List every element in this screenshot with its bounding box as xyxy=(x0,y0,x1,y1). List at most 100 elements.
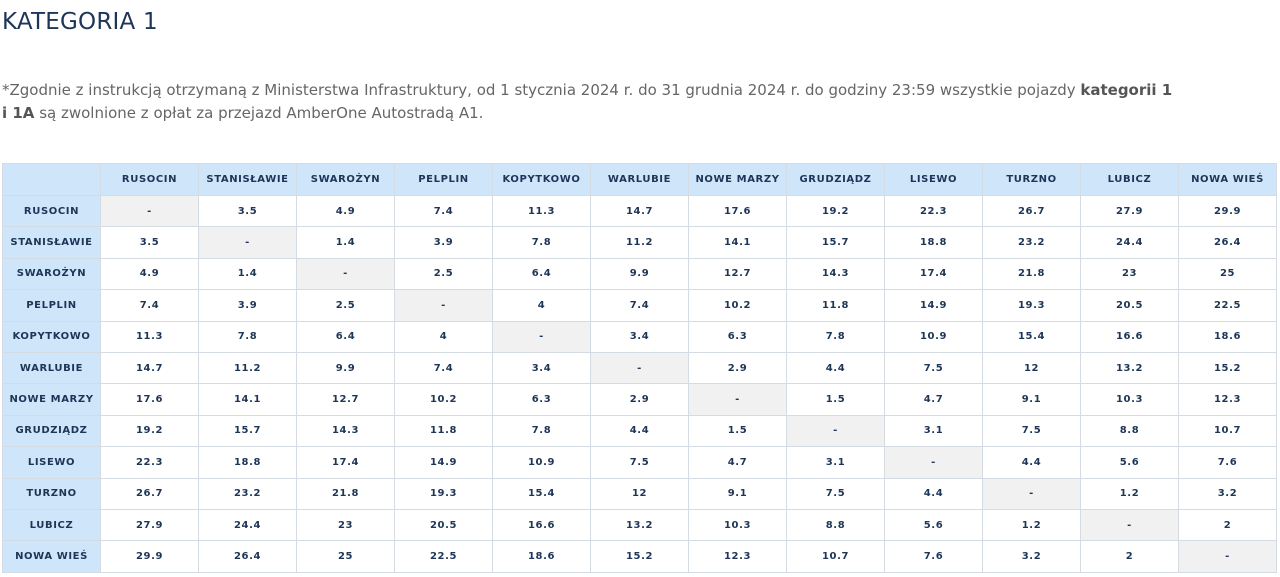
column-header: TURZNO xyxy=(982,163,1081,196)
note: *Zgodnie z instrukcją otrzymaną z Minist… xyxy=(2,79,1182,125)
table-row: WARLUBIE 14.7 11.2 9.9 7.4 3.4-2.9 4.4 7.5 12 13.… xyxy=(2,351,1277,385)
table-cell: 22.3 xyxy=(884,194,983,228)
table-cell: 2 xyxy=(1080,540,1179,573)
table-cell: 6.3 xyxy=(492,383,591,416)
table-cell: 10.3 xyxy=(1080,383,1179,416)
table-cell: - xyxy=(1080,508,1179,542)
table-cell: 22.3 xyxy=(100,446,199,479)
table-cell: 29.9 xyxy=(1178,194,1277,228)
table-cell: 15.4 xyxy=(492,477,591,510)
table-cell: 7.8 xyxy=(492,226,591,259)
table-cell: 5.6 xyxy=(884,508,983,542)
table-cell: 18.6 xyxy=(492,540,591,573)
table-cell: 29.9 xyxy=(100,540,199,573)
table-cell: 7.4 xyxy=(394,351,493,385)
table-cell: - xyxy=(492,320,591,353)
table-cell: 4.4 xyxy=(884,477,983,510)
table-cell: 22.5 xyxy=(1178,289,1277,322)
table-row: TURZNO 26.7 23.2 21.8 19.3 15.4 12 9.1 7.5 4.4-1.… xyxy=(2,477,1277,510)
table-cell: 24.4 xyxy=(198,508,297,542)
note-bold: kategorii 1 i 1A xyxy=(2,81,1173,122)
table-cell: 14.7 xyxy=(590,194,689,228)
corner-cell xyxy=(2,163,101,196)
table-cell: 7.5 xyxy=(982,414,1081,448)
table-cell: - xyxy=(198,226,297,259)
table-cell: 4.7 xyxy=(688,446,787,479)
table-cell: 3.9 xyxy=(198,289,297,322)
table-cell: - xyxy=(688,383,787,416)
table-cell: 9.9 xyxy=(590,257,689,291)
table-cell: 25 xyxy=(1178,257,1277,291)
table-cell: - xyxy=(296,257,395,291)
column-header: RUSOCIN xyxy=(100,163,199,196)
table-cell: 6.4 xyxy=(492,257,591,291)
table-cell: 3.2 xyxy=(1178,477,1277,510)
table-cell: - xyxy=(100,194,199,228)
table-cell: 7.6 xyxy=(884,540,983,573)
table-cell: 8.8 xyxy=(786,508,885,542)
table-cell: 7.4 xyxy=(590,289,689,322)
table-cell: 20.5 xyxy=(394,508,493,542)
table-cell: 5.6 xyxy=(1080,446,1179,479)
row-header: KOPYTKOWO xyxy=(2,320,101,353)
table-row: STANISŁAWIE 3.5-1.4 3.9 7.8 11.2 14.1 15.7 18.8… xyxy=(2,226,1277,259)
table-cell: 2.5 xyxy=(296,289,395,322)
table-cell: 3.5 xyxy=(198,194,297,228)
column-header: LUBICZ xyxy=(1080,163,1179,196)
table-cell: 17.4 xyxy=(884,257,983,291)
table-cell: 19.3 xyxy=(982,289,1081,322)
table-cell: 4.9 xyxy=(296,194,395,228)
table-cell: 21.8 xyxy=(982,257,1081,291)
table-cell: 23.2 xyxy=(982,226,1081,259)
column-header: NOWE MARZY xyxy=(688,163,787,196)
table-cell: 27.9 xyxy=(1080,194,1179,228)
table-cell: 10.7 xyxy=(1178,414,1277,448)
table-cell: 12 xyxy=(982,351,1081,385)
table-cell: 1.2 xyxy=(1080,477,1179,510)
column-header: KOPYTKOWO xyxy=(492,163,591,196)
table-cell: 17.6 xyxy=(688,194,787,228)
distance-table: RUSOCIN STANISŁAWIE SWAROŻYN PELPLIN KOPYTKO… xyxy=(2,163,1277,573)
table-cell: 4 xyxy=(394,320,493,353)
note-text: *Zgodnie z instrukcją otrzymaną z Minist… xyxy=(2,81,1081,99)
table-cell: 8.8 xyxy=(1080,414,1179,448)
table-cell: 26.7 xyxy=(982,194,1081,228)
table-body: RUSOCIN -3.5 4.9 7.4 11.3 14.7 17.6 19.2 22.3 26.… xyxy=(2,194,1277,573)
table-cell: 16.6 xyxy=(1080,320,1179,353)
table-cell: 11.8 xyxy=(786,289,885,322)
table-cell: 22.5 xyxy=(394,540,493,573)
table-row: PELPLIN 7.4 3.9 2.5-4 7.4 10.2 11.8 14.9 19.3 20.… xyxy=(2,289,1277,322)
table-cell: 7.8 xyxy=(198,320,297,353)
table-cell: 12.7 xyxy=(296,383,395,416)
table-cell: 4.4 xyxy=(982,446,1081,479)
table-cell: 16.6 xyxy=(492,508,591,542)
table-row: SWAROŻYN 4.9 1.4-2.5 6.4 9.9 12.7 14.3 17.4 21.8… xyxy=(2,257,1277,291)
table-cell: 26.4 xyxy=(198,540,297,573)
table-cell: 19.2 xyxy=(100,414,199,448)
table-cell: 14.1 xyxy=(688,226,787,259)
table-cell: 23 xyxy=(296,508,395,542)
row-header: NOWA WIEŚ xyxy=(2,540,101,573)
table-cell: - xyxy=(982,477,1081,510)
table-cell: 3.1 xyxy=(884,414,983,448)
table-cell: 1.4 xyxy=(198,257,297,291)
table-cell: 14.3 xyxy=(786,257,885,291)
table-cell: 10.3 xyxy=(688,508,787,542)
table-cell: 2.5 xyxy=(394,257,493,291)
table-cell: 11.2 xyxy=(590,226,689,259)
table-cell: 17.6 xyxy=(100,383,199,416)
table-cell: 20.5 xyxy=(1080,289,1179,322)
table-cell: 11.8 xyxy=(394,414,493,448)
table-cell: - xyxy=(786,414,885,448)
table-cell: 7.8 xyxy=(492,414,591,448)
table-cell: 15.7 xyxy=(198,414,297,448)
table-cell: 26.7 xyxy=(100,477,199,510)
table-cell: - xyxy=(884,446,983,479)
table-cell: 14.7 xyxy=(100,351,199,385)
table-row: NOWA WIEŚ 29.9 26.4 25 22.5 18.6 15.2 12.3 10.7 7… xyxy=(2,540,1277,573)
table-cell: 23.2 xyxy=(198,477,297,510)
table-cell: 9.1 xyxy=(982,383,1081,416)
table-cell: 19.2 xyxy=(786,194,885,228)
table-cell: 12 xyxy=(590,477,689,510)
